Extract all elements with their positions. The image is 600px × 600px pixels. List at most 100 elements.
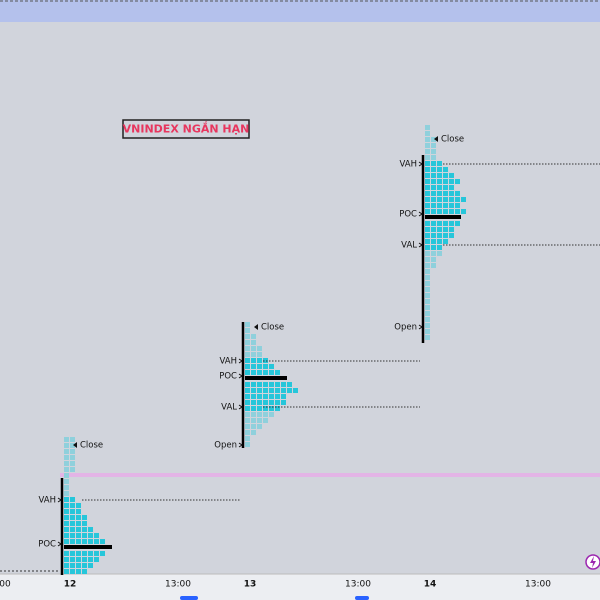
tpo-block [88, 563, 93, 568]
tpo-block [437, 251, 442, 256]
tpo-block [251, 340, 256, 345]
tpo-block [70, 515, 75, 520]
tpo-block [251, 334, 256, 339]
tpo-block [82, 569, 87, 574]
tpo-block [437, 173, 442, 178]
level-label: Open [214, 441, 237, 451]
tpo-block [425, 155, 430, 160]
tpo-block [443, 215, 449, 219]
tpo-block [88, 533, 93, 538]
tpo-block [425, 215, 431, 219]
tpo-block [425, 281, 430, 286]
tpo-block [431, 215, 437, 219]
tpo-block [431, 245, 436, 250]
tpo-block [437, 185, 442, 190]
tpo-block [431, 263, 436, 268]
level-tick [238, 404, 243, 410]
tpo-block [94, 533, 99, 538]
tpo-block [82, 551, 87, 556]
tpo-block [437, 179, 442, 184]
tpo-block [263, 418, 268, 423]
tpo-block [64, 455, 69, 460]
tpo-block [70, 509, 75, 514]
tpo-block [64, 515, 69, 520]
tpo-block [269, 412, 274, 417]
level-tick [418, 211, 423, 217]
tpo-block [70, 563, 75, 568]
tpo-block [431, 173, 436, 178]
tpo-block [443, 185, 448, 190]
tpo-block [100, 545, 106, 549]
tpo-block [425, 257, 430, 262]
time-label: 13:00 [345, 580, 371, 590]
tpo-block [76, 545, 82, 549]
tpo-block [64, 533, 69, 538]
level-tick [418, 324, 423, 330]
tpo-block [82, 539, 87, 544]
tpo-block [431, 179, 436, 184]
tpo-block [251, 370, 256, 375]
tpo-block [455, 197, 460, 202]
level-tick [418, 161, 423, 167]
scroll-handle[interactable] [180, 596, 198, 600]
tpo-block [76, 563, 81, 568]
tpo-block [275, 370, 280, 375]
tpo-block [275, 394, 280, 399]
tpo-block [443, 221, 448, 226]
tpo-block [443, 197, 448, 202]
tpo-block [431, 161, 436, 166]
tpo-block [425, 161, 430, 166]
tpo-block [443, 179, 448, 184]
tpo-block [449, 227, 454, 232]
tpo-block [251, 430, 256, 435]
tpo-block [437, 245, 442, 250]
tpo-block [437, 209, 442, 214]
tpo-block [281, 400, 286, 405]
tpo-block [431, 167, 436, 172]
tpo-block [257, 406, 262, 411]
tpo-block [245, 412, 250, 417]
tpo-block [76, 527, 81, 532]
tpo-block [443, 227, 448, 232]
tpo-block [443, 173, 448, 178]
tpo-block [431, 221, 436, 226]
tpo-block [263, 382, 268, 387]
tpo-block [449, 179, 454, 184]
tpo-block [437, 167, 442, 172]
tpo-block [251, 400, 256, 405]
tpo-block [425, 209, 430, 214]
tpo-block [76, 533, 81, 538]
tpo-block [64, 503, 69, 508]
scroll-handle[interactable] [355, 596, 369, 600]
tpo-block [443, 167, 448, 172]
tpo-block [431, 149, 436, 154]
tpo-block [82, 563, 87, 568]
close-label: Close [261, 323, 284, 333]
tpo-block [245, 328, 250, 333]
title: VNINDEX NGẮN HẠN [123, 121, 250, 136]
tpo-block [443, 209, 448, 214]
tpo-block [251, 346, 256, 351]
tpo-block [76, 557, 81, 562]
tpo-block [94, 557, 99, 562]
tpo-block [257, 412, 262, 417]
level-tick [57, 541, 62, 547]
tpo-block [82, 557, 87, 562]
tpo-block [251, 412, 256, 417]
tpo-block [245, 442, 250, 447]
tpo-block [275, 406, 280, 411]
tpo-block [269, 370, 274, 375]
close-label: Close [80, 441, 103, 451]
tpo-block [251, 406, 256, 411]
tpo-block [425, 143, 430, 148]
tpo-block [275, 382, 280, 387]
tpo-block [425, 269, 430, 274]
level-label: POC [399, 210, 417, 220]
tpo-block [245, 418, 250, 423]
tpo-block [245, 424, 250, 429]
tpo-block [425, 287, 430, 292]
tpo-block [245, 334, 250, 339]
tpo-block [425, 329, 430, 334]
tpo-block [431, 239, 436, 244]
